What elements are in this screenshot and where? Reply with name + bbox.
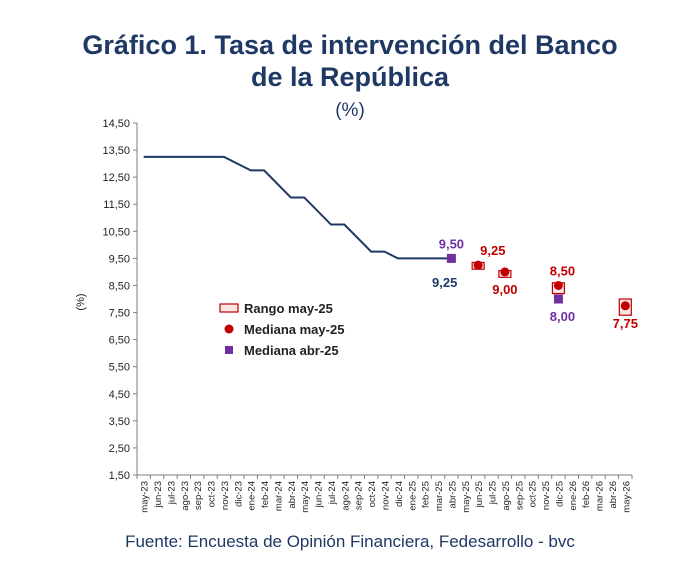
x-tick-label: sep-23 (193, 481, 204, 510)
y-axis-title: (%) (75, 293, 87, 310)
y-tick-label: 13,50 (102, 145, 130, 157)
data-label: 9,00 (492, 282, 517, 297)
x-tick-label: sep-25 (514, 481, 525, 510)
median-abr-marker (553, 294, 563, 304)
series-line-tasa (143, 155, 452, 260)
source-note: Fuente: Encuesta de Opinión Financiera, … (125, 532, 575, 551)
x-tick-label: dic-23 (233, 481, 244, 507)
y-tick-label: 9,50 (109, 253, 130, 265)
x-tick-label: oct-24 (367, 481, 378, 507)
x-tick-label: jun-23 (153, 481, 164, 508)
legend-label: Rango may-25 (244, 301, 333, 316)
data-label: 9,25 (432, 275, 457, 290)
x-tick-label: abr-25 (447, 481, 458, 508)
x-tick-label: feb-25 (421, 481, 432, 508)
y-tick-label: 8,50 (109, 280, 130, 292)
legend-symbol-square (225, 346, 233, 354)
y-tick-label: 1,50 (109, 470, 130, 482)
median-may-marker (620, 301, 630, 311)
x-tick-label: oct-25 (528, 481, 539, 507)
legend-symbol-range (219, 303, 239, 313)
median-may-marker (500, 267, 510, 277)
data-label: 9,25 (480, 243, 505, 258)
data-label: 7,75 (613, 316, 638, 331)
x-tick-label: feb-26 (581, 481, 592, 508)
x-tick-label: may-26 (621, 481, 632, 513)
data-label: 9,50 (439, 236, 464, 251)
x-tick-label: may-24 (300, 481, 311, 513)
x-tick-label: jun-25 (474, 481, 485, 508)
x-tick-label: ago-25 (501, 481, 512, 511)
x-tick-label: jul-24 (327, 481, 338, 505)
y-tick-label: 10,50 (102, 226, 130, 238)
median-may-marker (553, 280, 563, 290)
x-tick-label: oct-23 (207, 481, 218, 507)
x-tick-label: nov-25 (541, 481, 552, 510)
x-tick-label: may-25 (461, 481, 472, 513)
x-tick-label: abr-26 (608, 481, 619, 508)
x-tick-label: jul-25 (488, 481, 499, 505)
x-tick-label: sep-24 (354, 481, 365, 510)
y-tick-label: 3,50 (109, 416, 130, 428)
legend-label: Mediana abr-25 (244, 343, 339, 358)
y-tick-label: 5,50 (109, 362, 130, 374)
x-tick-label: ene-24 (247, 481, 258, 511)
x-tick-label: ago-23 (180, 481, 191, 511)
y-tick-label: 7,50 (109, 308, 130, 320)
x-tick-label: ene-25 (407, 481, 418, 511)
y-tick-label: 4,50 (109, 389, 130, 401)
y-tick-label: 2,50 (109, 443, 130, 455)
x-tick-label: mar-26 (595, 481, 606, 511)
chart-title-line-1: Gráfico 1. Tasa de intervención del Banc… (82, 30, 618, 60)
x-tick-label: nov-24 (381, 481, 392, 510)
data-label: 8,00 (550, 309, 575, 324)
x-tick-label: ago-24 (340, 481, 351, 511)
y-tick-label: 6,50 (109, 335, 130, 347)
x-tick-label: dic-25 (554, 481, 565, 507)
x-tick-label: jul-23 (166, 481, 177, 505)
y-tick-label: 14,50 (102, 118, 130, 130)
x-tick-label: nov-23 (220, 481, 231, 510)
median-may-marker (473, 260, 483, 270)
x-tick-label: mar-25 (434, 481, 445, 511)
data-label: 8,50 (550, 263, 575, 278)
y-tick-label: 11,50 (103, 199, 130, 211)
median-abr-marker (446, 253, 456, 263)
x-tick-label: feb-24 (260, 481, 271, 508)
x-tick-label: may-23 (140, 481, 151, 513)
legend-symbol-circle (224, 324, 234, 334)
x-tick-label: abr-24 (287, 481, 298, 508)
chart-title-line-2: de la República (250, 62, 450, 92)
x-tick-label: jun-24 (314, 481, 325, 508)
y-tick-label: 12,50 (102, 172, 130, 184)
x-tick-label: dic-24 (394, 481, 405, 507)
x-tick-label: mar-24 (273, 481, 284, 511)
x-tick-label: ene-26 (568, 481, 579, 511)
legend-label: Mediana may-25 (244, 322, 344, 337)
chart-unit-label: (%) (335, 100, 365, 121)
